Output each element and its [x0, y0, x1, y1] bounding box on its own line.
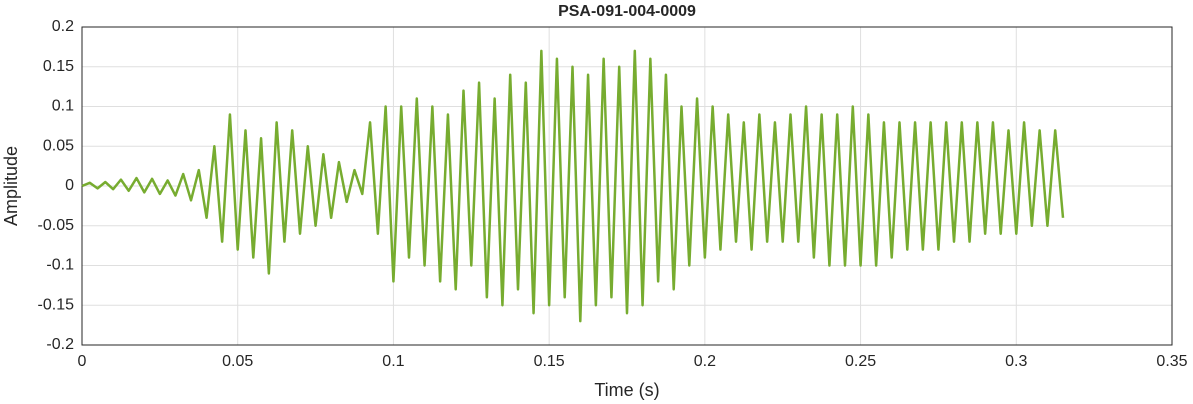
x-tick-label: 0.05: [222, 353, 253, 370]
x-tick-label: 0.35: [1156, 353, 1187, 370]
chart-title: PSA-091-004-0009: [558, 3, 696, 20]
x-tick-label: 0: [78, 353, 87, 370]
y-tick-label: -0.05: [38, 217, 75, 234]
x-tick-label: 0.25: [845, 353, 876, 370]
y-tick-label: 0.1: [52, 98, 74, 115]
x-tick-label: 0.1: [382, 353, 404, 370]
y-tick-label: 0.05: [43, 137, 74, 154]
signal-line: [81, 49, 1065, 323]
x-tick-label: 0.3: [1005, 353, 1027, 370]
x-axis-label: Time (s): [594, 380, 659, 400]
y-axis-label: Amplitude: [1, 146, 21, 226]
y-tick-label: -0.2: [46, 336, 74, 353]
y-tick-label: 0.15: [43, 58, 74, 75]
y-tick-label: -0.1: [46, 257, 74, 274]
x-tick-label: 0.2: [694, 353, 716, 370]
y-tick-label: -0.15: [38, 296, 75, 313]
x-tick-label: 0.15: [534, 353, 565, 370]
y-tick-label: 0.2: [52, 18, 74, 35]
y-tick-label: 0: [65, 177, 74, 194]
